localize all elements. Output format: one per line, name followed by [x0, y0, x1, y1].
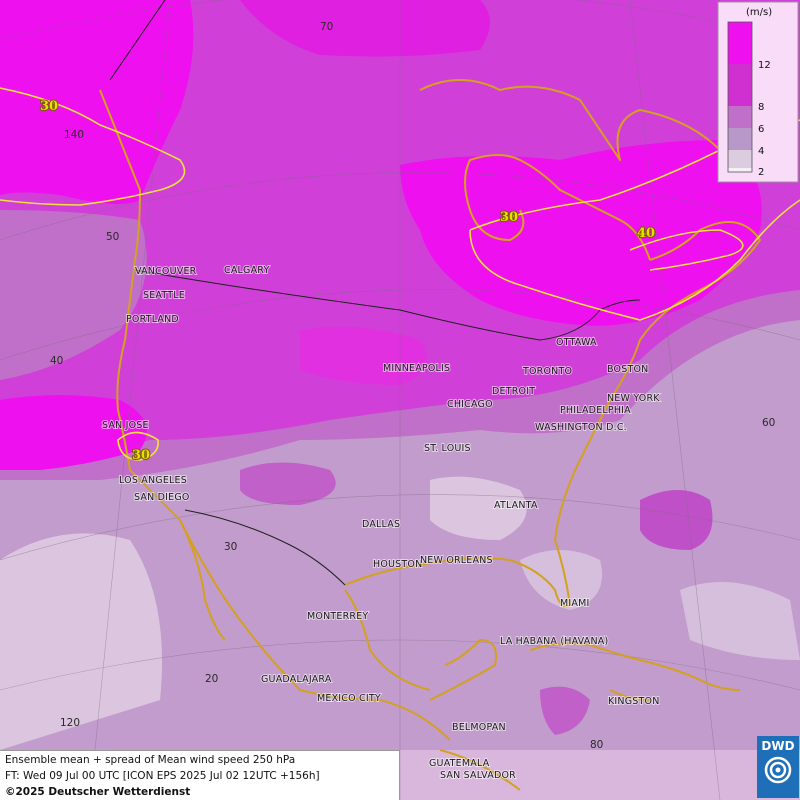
city-label: CALGARY: [224, 265, 269, 276]
coast-hudson: [464, 154, 651, 261]
legend-swatch-6-8: [728, 106, 752, 128]
city-label: SEATTLE: [143, 290, 185, 301]
parallel-70: [0, 0, 800, 41]
coast-central-america: [439, 749, 521, 791]
city-label: GUADALAJARA: [261, 674, 332, 685]
contour-30-east: [469, 199, 800, 321]
lon-label-80: 80: [590, 739, 603, 751]
coast-gulf-mexico: [344, 589, 431, 691]
field-low-atlantic: [680, 582, 800, 660]
lat-label-40: 40: [50, 355, 63, 367]
contour-30-northwest: [0, 87, 186, 206]
caption-forecast-time: FT: Wed 09 Jul 00 UTC [ICON EPS 2025 Jul…: [5, 770, 320, 782]
coast-arctic: [419, 79, 721, 161]
lat-label-50: 50: [106, 231, 119, 243]
city-label: BOSTON: [607, 364, 648, 375]
meridian-140: [89, 0, 171, 800]
legend-tick-8: 8: [758, 102, 764, 113]
city-label: MEXICO CITY: [317, 693, 381, 704]
legend-swatch-8-12: [728, 64, 752, 106]
legend-frame: [727, 21, 753, 173]
lat-label-30: 30: [224, 541, 237, 553]
lon-label-60: 60: [762, 417, 775, 429]
coastlines: [99, 79, 761, 791]
contour-label-east: 40: [637, 226, 655, 241]
city-label: MIAMI: [560, 598, 590, 609]
legend-unit: (m/s): [746, 7, 772, 18]
legend-tick-6: 6: [758, 124, 764, 135]
city-label: CHICAGO: [447, 399, 493, 410]
caption-box: Ensemble mean + spread of Mean wind spee…: [0, 750, 400, 800]
city-label: HOUSTON: [373, 559, 422, 570]
coast-atlantic: [344, 221, 761, 607]
border-usa-mexico: [184, 509, 346, 586]
city-label: SAN JOSE: [102, 420, 149, 431]
jet-core-east: [400, 140, 762, 326]
city-labels: VANCOUVER CALGARY SEATTLE PORTLAND SAN J…: [101, 264, 661, 782]
legend-tick-4: 4: [758, 146, 764, 157]
lon-label-140: 140: [64, 129, 84, 141]
field-patch-atlantic: [640, 490, 713, 550]
coast-pacific: [99, 89, 451, 741]
city-label: TORONTO: [522, 366, 572, 377]
city-label: ATLANTA: [494, 500, 538, 511]
dwd-logo-text: DWD: [761, 739, 795, 753]
city-label: LA HABANA (HAVANA): [500, 636, 608, 647]
city-label: DALLAS: [362, 519, 400, 530]
jet-core-california: [0, 395, 147, 470]
contour-label-hudson: 30: [500, 210, 518, 225]
field-patch-southwest: [240, 462, 336, 505]
city-label: DETROIT: [492, 386, 535, 397]
contour-30-california: [117, 431, 159, 461]
dwd-swirl-icon: [764, 756, 792, 784]
jet-core-northwest: [0, 0, 194, 204]
city-label: SAN SALVADOR: [440, 770, 516, 781]
legend-tick-2: 2: [758, 167, 764, 178]
city-label: SAN DIEGO: [134, 492, 190, 503]
field-low-gulf: [520, 550, 602, 610]
city-label: ST. LOUIS: [424, 443, 471, 454]
jet-core-midwest: [300, 326, 427, 385]
city-label: MINNEAPOLIS: [383, 363, 450, 374]
lat-label-70: 70: [320, 21, 333, 33]
jet-core-north: [240, 0, 490, 57]
city-label: NEW YORK: [607, 393, 660, 404]
field-low-mid: [430, 476, 527, 540]
city-label: WASHINGTON D.C.: [535, 422, 627, 433]
city-label: KINGSTON: [608, 696, 660, 707]
city-label: PORTLAND: [126, 314, 179, 325]
color-legend: (m/s) 12 8 6 4 2: [717, 1, 799, 183]
field-patch-caribbean: [540, 686, 590, 735]
caption-copyright: ©2025 Deutscher Wetterdienst: [5, 786, 191, 798]
city-label: LOS ANGELES: [119, 475, 187, 486]
field-low-southwest: [0, 533, 162, 750]
city-label: VANCOUVER: [135, 266, 197, 277]
dwd-logo: DWD: [757, 736, 799, 798]
contour-label-northwest: 30: [40, 99, 58, 114]
city-label: PHILADELPHIA: [560, 405, 631, 416]
contour-40: [629, 229, 744, 271]
border-alaska: [109, 0, 166, 81]
coast-yucatan: [429, 639, 497, 701]
legend-swatch-2-4: [728, 150, 752, 172]
coast-jamaica: [609, 689, 651, 701]
legend-swatch-4-6: [728, 128, 752, 150]
legend-swatch-below-2: [728, 168, 752, 172]
city-label: NEW ORLEANS: [420, 555, 493, 566]
city-label: GUATEMALA: [429, 758, 490, 769]
meridian-60: [629, 0, 721, 800]
city-label: OTTAWA: [556, 337, 597, 348]
lat-label-20: 20: [205, 673, 218, 685]
caption-title: Ensemble mean + spread of Mean wind spee…: [5, 754, 296, 766]
coast-baja: [179, 519, 226, 641]
lon-label-120: 120: [60, 717, 80, 729]
legend-tick-12: 12: [758, 60, 771, 71]
city-label: BELMOPAN: [452, 722, 506, 733]
legend-swatch-12-plus: [728, 22, 752, 64]
contour-label-california: 30: [132, 448, 150, 463]
city-label: MONTERREY: [307, 611, 368, 622]
coast-cuba: [529, 642, 741, 691]
